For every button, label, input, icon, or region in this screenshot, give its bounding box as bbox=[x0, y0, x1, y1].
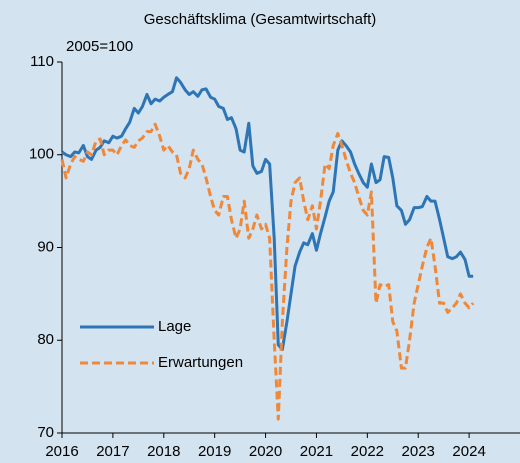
legend-label: Erwartungen bbox=[158, 354, 243, 371]
x-tick-label: 2017 bbox=[96, 443, 129, 460]
chart-title: Geschäftsklima (Gesamtwirtschaft) bbox=[144, 11, 377, 28]
x-tick-label: 2022 bbox=[351, 443, 384, 460]
x-tick-label: 2018 bbox=[147, 443, 180, 460]
x-tick-label: 2024 bbox=[452, 443, 485, 460]
x-tick-label: 2021 bbox=[300, 443, 333, 460]
series-line bbox=[61, 76, 474, 352]
y-tick-label: 110 bbox=[30, 53, 54, 70]
y-tick-label: 100 bbox=[29, 146, 54, 163]
legend-label: Lage bbox=[158, 318, 191, 335]
y-tick-label: 70 bbox=[37, 424, 54, 441]
series-line bbox=[60, 122, 475, 421]
annotation: 2005=100 bbox=[66, 38, 133, 55]
x-tick-label: 2016 bbox=[45, 443, 78, 460]
y-tick-label: 80 bbox=[37, 331, 54, 348]
x-tick-label: 2023 bbox=[402, 443, 435, 460]
y-tick-label: 90 bbox=[37, 238, 54, 255]
x-tick-label: 2020 bbox=[249, 443, 282, 460]
x-tick-label: 2019 bbox=[198, 443, 231, 460]
